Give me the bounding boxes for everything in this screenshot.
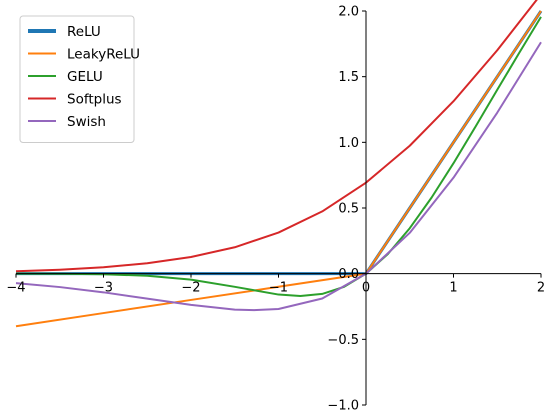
legend-label-softplus: Softplus xyxy=(67,92,122,108)
axes-layer: −4 −3 −2 −1 0 1 2 −1.0 −0.5 0.0 0.5 1.0 1.5 2.0 xyxy=(6,5,545,414)
legend-label-relu: ReLU xyxy=(67,24,101,40)
x-tick-label: −2 xyxy=(181,281,200,296)
legend-label-swish: Swish xyxy=(67,114,106,130)
series-line-softplus xyxy=(15,0,538,273)
y-tick-label: 2.0 xyxy=(338,5,359,20)
y-tick-label: 0.5 xyxy=(338,202,359,217)
series-line-swish xyxy=(15,41,542,312)
legend: ReLU LeakyReLU GELU Softplus Swish xyxy=(19,15,140,143)
x-tick-label: 0 xyxy=(362,281,370,296)
x-tick-label: −1 xyxy=(269,281,288,296)
legend-label-leakyrelu: LeakyReLU xyxy=(67,47,140,63)
legend-label-gelu: GELU xyxy=(67,69,103,85)
x-tick-label: −3 xyxy=(94,281,113,296)
x-tick-label: 2 xyxy=(537,281,545,296)
y-tick-label: −1.0 xyxy=(327,399,359,414)
x-tick-label: −4 xyxy=(6,281,25,296)
y-tick-label: 1.0 xyxy=(338,136,359,151)
y-tick-label: −0.5 xyxy=(327,333,359,348)
x-tick-label: 1 xyxy=(449,281,457,296)
y-tick-label: 0.0 xyxy=(338,267,359,282)
legend-frame xyxy=(19,15,135,143)
y-tick-label: 1.5 xyxy=(338,70,359,85)
